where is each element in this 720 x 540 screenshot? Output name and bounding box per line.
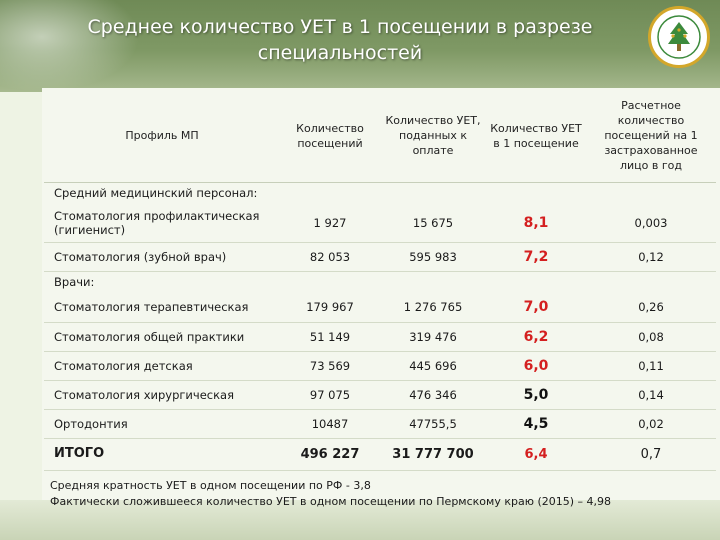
uet-table: Профиль МП Количество посещений Количест… (44, 90, 716, 471)
organization-logo (648, 6, 710, 68)
col-profile: Профиль МП (44, 90, 280, 183)
total-visits: 496 227 (280, 438, 380, 471)
section-row: Врачи: (44, 271, 716, 293)
tree-emblem-icon (657, 15, 701, 59)
row-avg: 8,1 (486, 204, 586, 243)
table-row: Стоматология хирургическая 97 075 476 34… (44, 380, 716, 410)
section-row: Средний медицинский персонал: (44, 182, 716, 204)
row-uet: 319 476 (380, 322, 486, 352)
row-avg: 4,5 (486, 409, 586, 439)
row-avg: 6,0 (486, 351, 586, 381)
table-row: Стоматология терапевтическая 179 967 1 2… (44, 293, 716, 323)
table-row: Стоматология детская 73 569 445 696 6,0 … (44, 351, 716, 381)
section-label-middle: Средний медицинский персонал: (54, 186, 258, 201)
row-uet: 15 675 (380, 204, 486, 243)
col-visits-per-insured: Расчетное количество посещений на 1 заст… (586, 90, 716, 183)
row-avg: 7,2 (486, 242, 586, 272)
header-banner (0, 0, 720, 92)
row-name: Стоматология (зубной врач) (44, 242, 280, 272)
row-visits: 82 053 (280, 242, 380, 272)
note-perm-actual: Фактически сложившееся количество УЕТ в … (50, 495, 612, 508)
row-avg: 7,0 (486, 293, 586, 323)
row-per-insured: 0,02 (586, 409, 716, 439)
total-avg: 6,4 (486, 438, 586, 471)
table-row: Стоматология общей практики 51 149 319 4… (44, 322, 716, 352)
row-uet: 47755,5 (380, 409, 486, 439)
row-per-insured: 0,12 (586, 242, 716, 272)
table-header-row: Профиль МП Количество посещений Количест… (44, 90, 716, 183)
table-row: Стоматология (зубной врач) 82 053 595 98… (44, 242, 716, 272)
row-per-insured: 0,26 (586, 293, 716, 323)
total-row: ИТОГО 496 227 31 777 700 6,4 0,7 (44, 438, 716, 471)
row-name: Стоматология профилактическая (гигиенист… (44, 204, 280, 243)
footnotes: Средняя кратность УЕТ в одном посещении … (50, 478, 710, 510)
page-title: Среднее количество УЕТ в 1 посещении в р… (87, 16, 593, 64)
row-name: Ортодонтия (44, 409, 280, 439)
row-per-insured: 0,14 (586, 380, 716, 410)
section-label-doctors: Врачи: (54, 275, 95, 290)
total-uet: 31 777 700 (380, 438, 486, 471)
row-visits: 1 927 (280, 204, 380, 243)
row-name: Стоматология общей практики (44, 322, 280, 352)
total-per-insured: 0,7 (586, 438, 716, 471)
row-per-insured: 0,08 (586, 322, 716, 352)
row-visits: 10487 (280, 409, 380, 439)
row-visits: 179 967 (280, 293, 380, 323)
table-row: Ортодонтия 10487 47755,5 4,5 0,02 (44, 409, 716, 439)
background-cityscape (0, 500, 720, 540)
col-uet-per-visit: Количество УЕТ в 1 посещение (486, 90, 586, 183)
row-per-insured: 0,11 (586, 351, 716, 381)
row-visits: 51 149 (280, 322, 380, 352)
row-uet: 595 983 (380, 242, 486, 272)
col-visits: Количество посещений (280, 90, 380, 183)
row-name: Стоматология детская (44, 351, 280, 381)
row-visits: 97 075 (280, 380, 380, 410)
row-visits: 73 569 (280, 351, 380, 381)
row-uet: 1 276 765 (380, 293, 486, 323)
note-rf-average: Средняя кратность УЕТ в одном посещении … (50, 479, 371, 492)
table-row: Стоматология профилактическая (гигиенист… (44, 204, 716, 243)
col-uet: Количество УЕТ, поданных к оплате (380, 90, 486, 183)
row-name: Стоматология хирургическая (44, 380, 280, 410)
row-name: Стоматология терапевтическая (44, 293, 280, 323)
total-name: ИТОГО (44, 438, 280, 471)
row-uet: 476 346 (380, 380, 486, 410)
row-per-insured: 0,003 (586, 204, 716, 243)
row-avg: 6,2 (486, 322, 586, 352)
row-uet: 445 696 (380, 351, 486, 381)
row-avg: 5,0 (486, 380, 586, 410)
